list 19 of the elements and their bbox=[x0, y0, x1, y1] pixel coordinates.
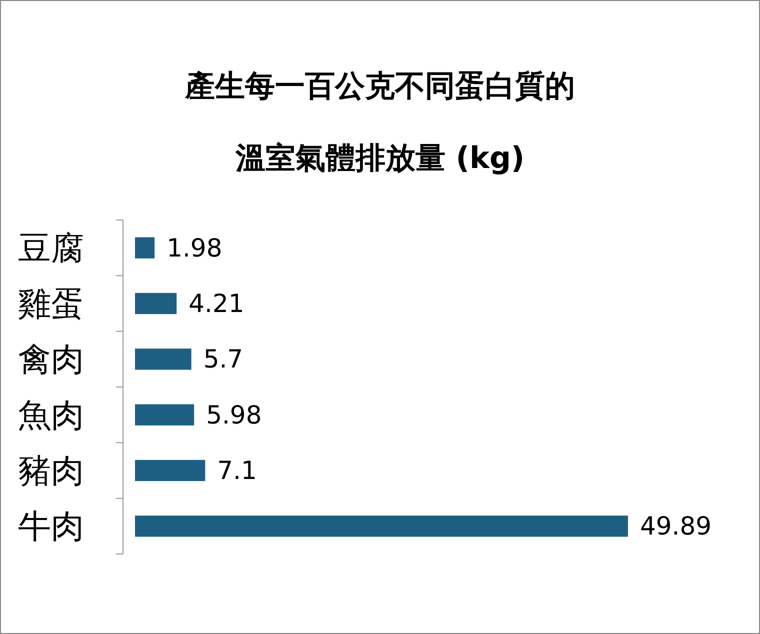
data-label: 7.1 bbox=[217, 456, 257, 485]
y-tick-label: 豆腐 bbox=[18, 228, 84, 268]
data-label: 4.21 bbox=[188, 289, 244, 318]
bar bbox=[135, 404, 194, 426]
bar bbox=[135, 348, 192, 370]
y-tick-label: 雞蛋 bbox=[18, 284, 84, 323]
y-tick-label: 禽肉 bbox=[18, 340, 84, 379]
y-tick-label: 豬肉 bbox=[18, 451, 84, 490]
data-label: 1.98 bbox=[166, 233, 222, 262]
chart-title: 產生每一百公克不同蛋白質的溫室氣體排放量 (kg) bbox=[185, 69, 575, 176]
bar bbox=[135, 516, 628, 537]
data-label: 5.98 bbox=[206, 400, 262, 430]
bar bbox=[135, 292, 177, 314]
bar bbox=[135, 460, 206, 482]
y-tick-label: 牛肉 bbox=[18, 506, 84, 546]
y-tick-label: 魚肉 bbox=[18, 395, 84, 434]
bar bbox=[135, 237, 155, 258]
data-label: 5.7 bbox=[203, 344, 244, 374]
data-label: 49.89 bbox=[640, 512, 712, 541]
